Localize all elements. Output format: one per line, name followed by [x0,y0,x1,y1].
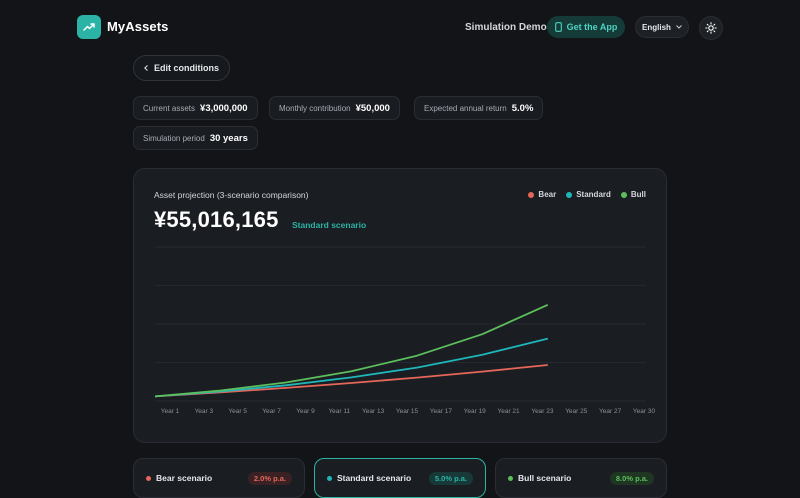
condition-value: 30 years [209,132,248,144]
chart-title: Asset projection (3-scenario comparison) [154,190,309,200]
condition-current-assets: Current assets ¥3,000,000 [133,96,258,120]
scenario-label: Bull scenario [518,473,572,483]
nav-simulation-demo[interactable]: Simulation Demo [465,22,547,33]
projection-chart: Year 1 Year 3 Year 5 Year 7 Year 9 Year 11 Yea… [154,246,656,415]
condition-key: Current assets [143,103,196,113]
edit-conditions-button[interactable]: Edit conditions [133,55,230,81]
x-tick-label: Year 30 [633,408,656,415]
condition-key: Simulation period [143,133,205,143]
scenario-dot [508,475,513,481]
scenario-label: Standard scenario [337,473,412,483]
legend-bull: Bull [620,190,646,199]
x-tick-label: Year 21 [497,408,520,415]
legend-standard-label: Standard [576,190,611,199]
logo-trend-icon[interactable] [77,15,101,39]
projected-value: ¥55,016,165 [154,207,279,232]
language-label: English [642,22,671,32]
scenario-card-bull[interactable]: Bull scenario 8.0% p.a. [495,458,667,498]
scenario-card-bear[interactable]: Bear scenario 2.0% p.a. [133,458,305,498]
condition-monthly-contribution: Monthly contribution ¥50,000 [269,96,400,120]
scenario-name: Bull scenario [508,473,571,483]
chevron-left-icon [144,65,148,71]
x-tick-label: Year 3 [195,408,214,415]
legend-standard-swatch [566,191,573,198]
chart-legend: Bear Standard Bull [528,190,646,199]
x-tick-label: Year 13 [362,408,385,415]
condition-simulation-period: Simulation period 30 years [133,126,258,150]
get-app-label: Get the App [566,22,618,32]
top-bar: MyAssets Simulation Demo Get the App Eng… [0,0,800,54]
scenario-tag: Standard scenario [292,220,367,230]
legend-bull-label: Bull [630,190,646,199]
condition-value: 5.0% [511,102,534,114]
x-tick-label: Year 23 [531,408,554,415]
condition-expected-return: Expected annual return 5.0% [414,96,544,120]
series-line-standard [154,337,549,398]
x-tick-label: Year 15 [396,408,419,415]
condition-value: ¥3,000,000 [200,102,248,114]
x-tick-label: Year 17 [430,408,453,415]
legend-bear-swatch [528,191,535,198]
projection-card: Asset projection (3-scenario comparison)… [133,168,667,443]
legend-standard: Standard [566,190,611,199]
condition-value: ¥50,000 [355,102,390,114]
x-tick-label: Year 1 [161,408,180,415]
scenario-card-standard[interactable]: Standard scenario 5.0% p.a. [314,458,486,498]
x-tick-label: Year 7 [262,408,281,415]
language-select[interactable]: English [635,16,689,38]
x-tick-label: Year 9 [296,408,315,415]
x-tick-label: Year 19 [464,408,487,415]
x-tick-label: Year 27 [599,408,622,415]
x-tick-label: Year 25 [565,408,588,415]
x-tick-label: Year 11 [328,408,350,415]
scenario-label: Bear scenario [156,473,213,483]
get-app-button[interactable]: Get the App [547,16,625,38]
legend-bear-label: Bear [538,190,557,199]
scenario-name: Standard scenario [327,473,411,483]
app-name[interactable]: MyAssets [107,19,169,34]
scenario-dot [327,475,332,481]
phone-icon [554,22,562,32]
condition-key: Monthly contribution [279,103,351,113]
legend-bull-swatch [620,191,627,198]
legend-bear: Bear [528,190,556,199]
x-tick-label: Year 5 [228,408,247,415]
theme-toggle-button[interactable] [699,16,723,40]
scenario-dot [146,475,151,481]
scenario-name: Bear scenario [146,473,212,483]
edit-conditions-label: Edit conditions [154,63,219,73]
condition-key: Expected annual return [424,103,507,113]
chevron-down-icon [676,25,682,29]
series-line-bull [154,303,549,398]
sun-icon [705,22,717,34]
